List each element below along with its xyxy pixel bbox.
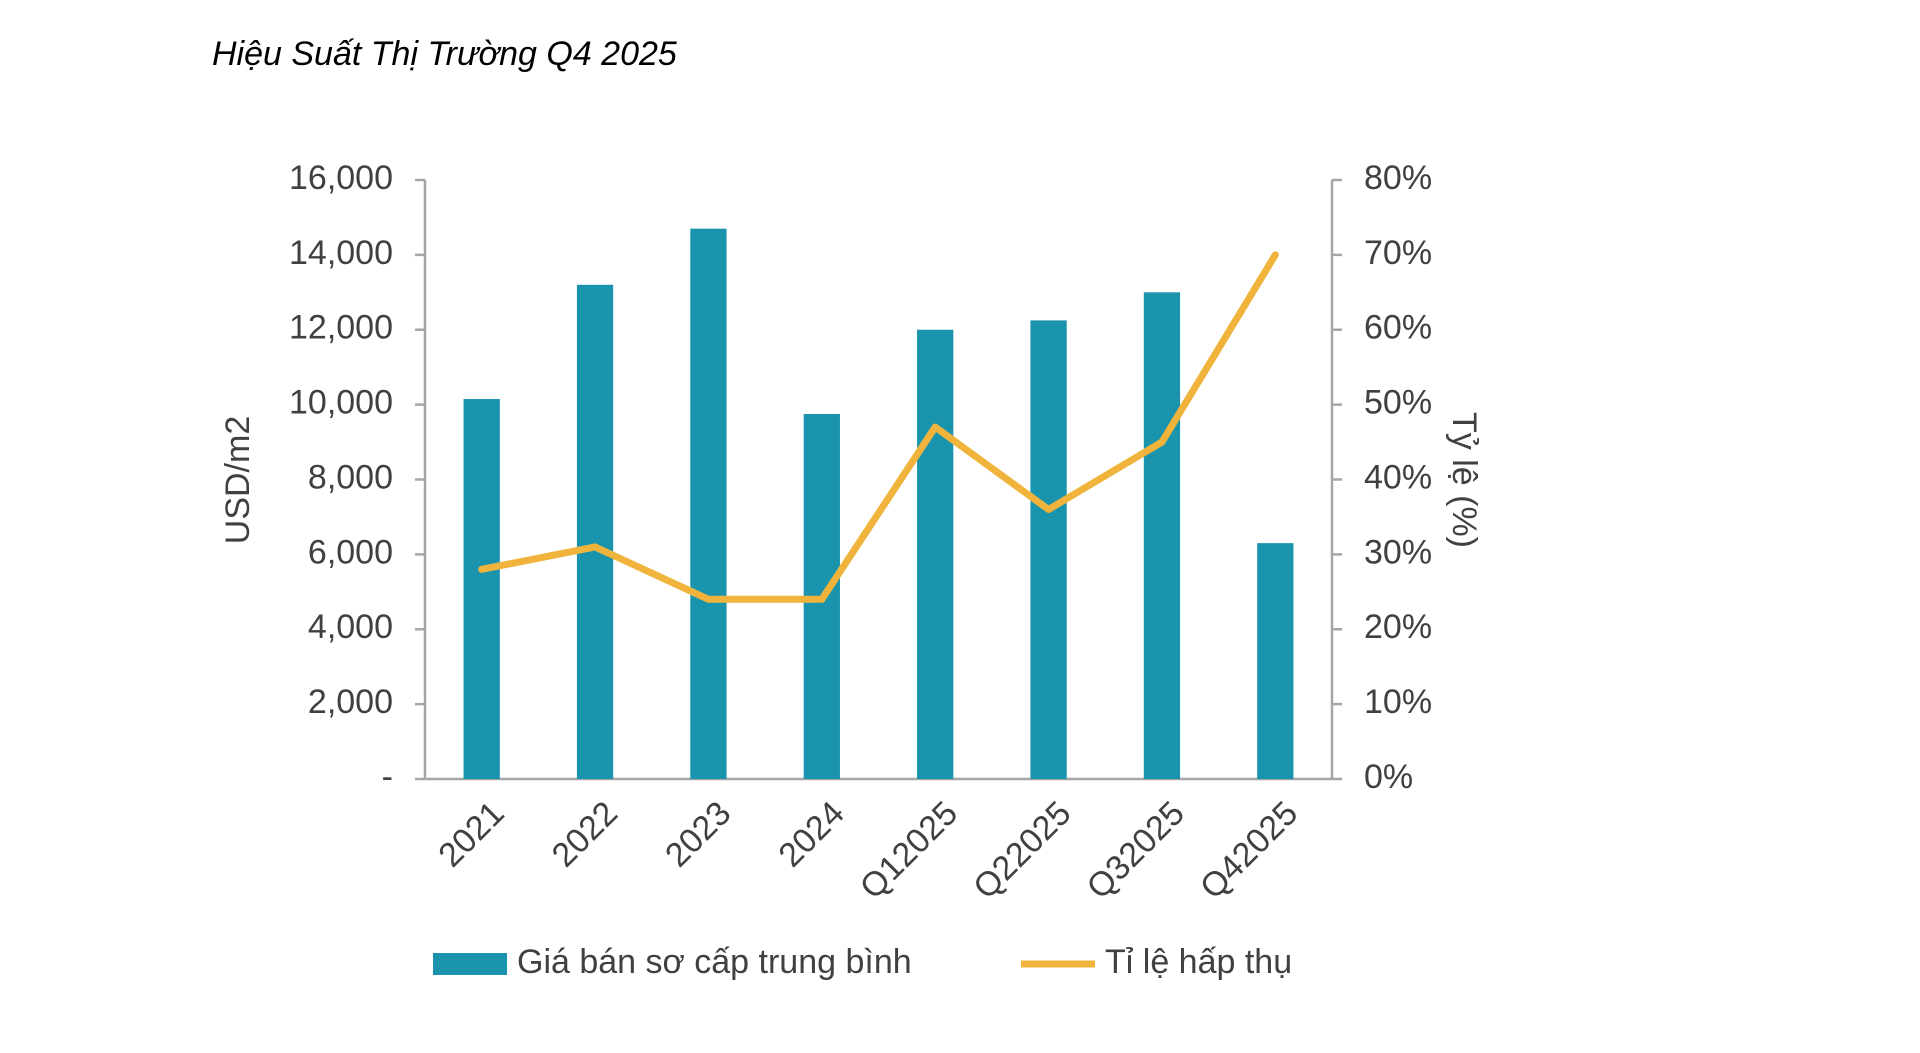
y2-tick-label: 30%	[1364, 533, 1432, 571]
y2-tick-label: 0%	[1364, 758, 1413, 796]
chart-title: Hiệu Suất Thị Trường Q4 2025	[212, 35, 677, 73]
y-axis-label: USD/m2	[219, 416, 257, 544]
x-tick-label: 2021	[431, 794, 511, 874]
y-tick-label: 2,000	[308, 683, 393, 721]
x-tick-label: 2024	[771, 794, 851, 874]
x-tick-label: Q42025	[1193, 794, 1305, 906]
y2-tick-label: 60%	[1364, 309, 1432, 347]
y-tick-label: 8,000	[308, 458, 393, 496]
bar	[1257, 543, 1294, 779]
legend-swatch	[433, 953, 507, 975]
y-tick-label: -	[382, 758, 393, 796]
y2-tick-label: 20%	[1364, 608, 1432, 646]
line	[478, 251, 1279, 603]
y-tick-label: 12,000	[289, 309, 393, 347]
y2-axis-label: Tỷ lệ (%)	[1445, 412, 1483, 548]
y-tick-label: 14,000	[289, 234, 393, 272]
x-tick-label: Q32025	[1080, 794, 1192, 906]
legend-label: Giá bán sơ cấp trung bình	[517, 943, 912, 981]
x-tick-label: 2023	[658, 794, 738, 874]
x-tick-label: Q12025	[853, 794, 965, 906]
bar	[690, 228, 727, 779]
bar	[463, 399, 500, 779]
y-tick-label: 6,000	[308, 533, 393, 571]
bar	[576, 284, 614, 779]
y2-tick-label: 40%	[1364, 458, 1432, 496]
y2-tick-label: 70%	[1364, 234, 1432, 272]
y2-tick-label: 50%	[1364, 384, 1432, 422]
x-tick-label: Q22025	[966, 794, 1078, 906]
bar	[1030, 320, 1067, 779]
y-tick-label: 10,000	[289, 384, 393, 422]
y-tick-label: 16,000	[289, 159, 393, 197]
bar	[1143, 292, 1181, 779]
y2-tick-label: 80%	[1364, 159, 1432, 197]
x-tick-label: 2022	[545, 794, 625, 874]
bar	[917, 329, 954, 779]
legend-label: Tỉ lệ hấp thụ	[1105, 943, 1292, 981]
y2-tick-label: 10%	[1364, 683, 1432, 721]
y-tick-label: 4,000	[308, 608, 393, 646]
